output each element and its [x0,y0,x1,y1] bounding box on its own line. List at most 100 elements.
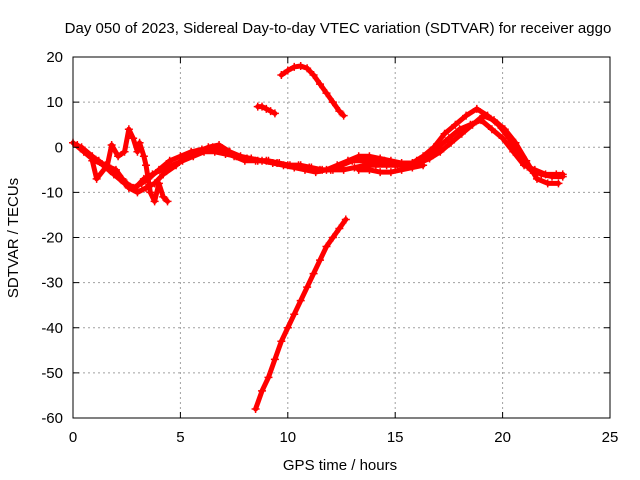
series-8 [251,215,350,413]
series-7 [277,62,348,120]
data-series [69,62,567,413]
data-point [354,152,363,161]
data-point [159,192,168,201]
data-point [350,163,359,172]
data-point [457,129,466,138]
data-point [275,159,284,168]
x-tick-label: 15 [387,429,404,446]
data-point [548,172,557,181]
data-point [189,152,198,161]
data-point [120,179,129,188]
x-axis-label: GPS time / hours [283,457,397,474]
axis-ticks: 0 5 10 15 20 25 20 10 0 -10 -20 -30 -40 -50 -60 [41,49,618,446]
data-point [266,107,275,116]
data-point [114,152,123,161]
data-point [365,165,374,174]
data-point [253,156,262,165]
data-point [251,404,260,413]
y-axis-label: SDTVAR / TECUs [5,178,22,298]
data-point [285,161,294,170]
data-point [296,161,305,170]
data-point [487,125,496,134]
data-point [139,152,148,161]
data-point [386,168,395,177]
data-point [131,183,140,192]
data-point [328,165,337,174]
y-tick-label: -10 [41,184,63,201]
data-point [142,161,151,170]
data-point [419,161,428,170]
x-tick-label: 25 [602,429,619,446]
data-point [303,64,312,73]
data-point [146,188,155,197]
data-point [522,156,531,165]
data-point [150,197,159,206]
y-tick-label: -40 [41,320,63,337]
data-point [92,174,101,183]
series-line [278,63,347,119]
y-tick-label: -60 [41,410,63,427]
data-point [133,147,142,156]
series-6 [253,102,279,118]
data-point [500,125,509,134]
y-tick-label: 20 [46,49,63,66]
data-point [154,179,163,188]
data-point [318,165,327,174]
data-point [343,156,352,165]
data-point [107,140,116,149]
data-point [270,109,279,118]
data-point [408,163,417,172]
series-5 [354,161,428,177]
chart-title: Day 050 of 2023, Sidereal Day-to-day VTE… [65,20,612,37]
x-tick-label: 0 [69,429,77,446]
data-point [307,163,316,172]
y-tick-label: -30 [41,275,63,292]
data-point [163,197,172,206]
data-point [283,66,292,75]
data-point [290,62,299,71]
data-point [296,62,305,71]
data-point [554,179,563,188]
data-point [135,138,144,147]
data-point [178,156,187,165]
grid [73,57,610,418]
x-tick-label: 20 [494,429,511,446]
series-3 [77,111,563,192]
data-point [157,165,166,174]
series-4 [88,125,172,206]
data-point [215,140,224,149]
data-point [425,154,434,163]
data-point [393,161,402,170]
y-tick-label: -50 [41,365,63,382]
data-point [120,147,129,156]
y-tick-label: -20 [41,230,63,247]
data-point [339,165,348,174]
x-tick-label: 10 [279,429,296,446]
data-point [309,269,318,278]
data-point [159,170,168,179]
data-point [316,256,325,265]
data-point [322,242,331,251]
data-point [270,355,279,364]
data-point [490,116,499,125]
data-point [376,168,385,177]
data-point [365,152,374,161]
data-point [440,129,449,138]
data-point [462,111,471,120]
data-point [537,170,546,179]
data-point [468,120,477,129]
data-point [283,323,292,332]
data-point [88,156,97,165]
data-point [382,161,391,170]
data-point [436,147,445,156]
data-point [232,152,241,161]
data-point [335,224,344,233]
data-point [103,161,112,170]
data-point [328,98,337,107]
data-point [444,134,453,143]
data-point [167,161,176,170]
series-line [79,113,561,191]
data-point [451,120,460,129]
data-point [479,111,488,120]
data-point [397,165,406,174]
